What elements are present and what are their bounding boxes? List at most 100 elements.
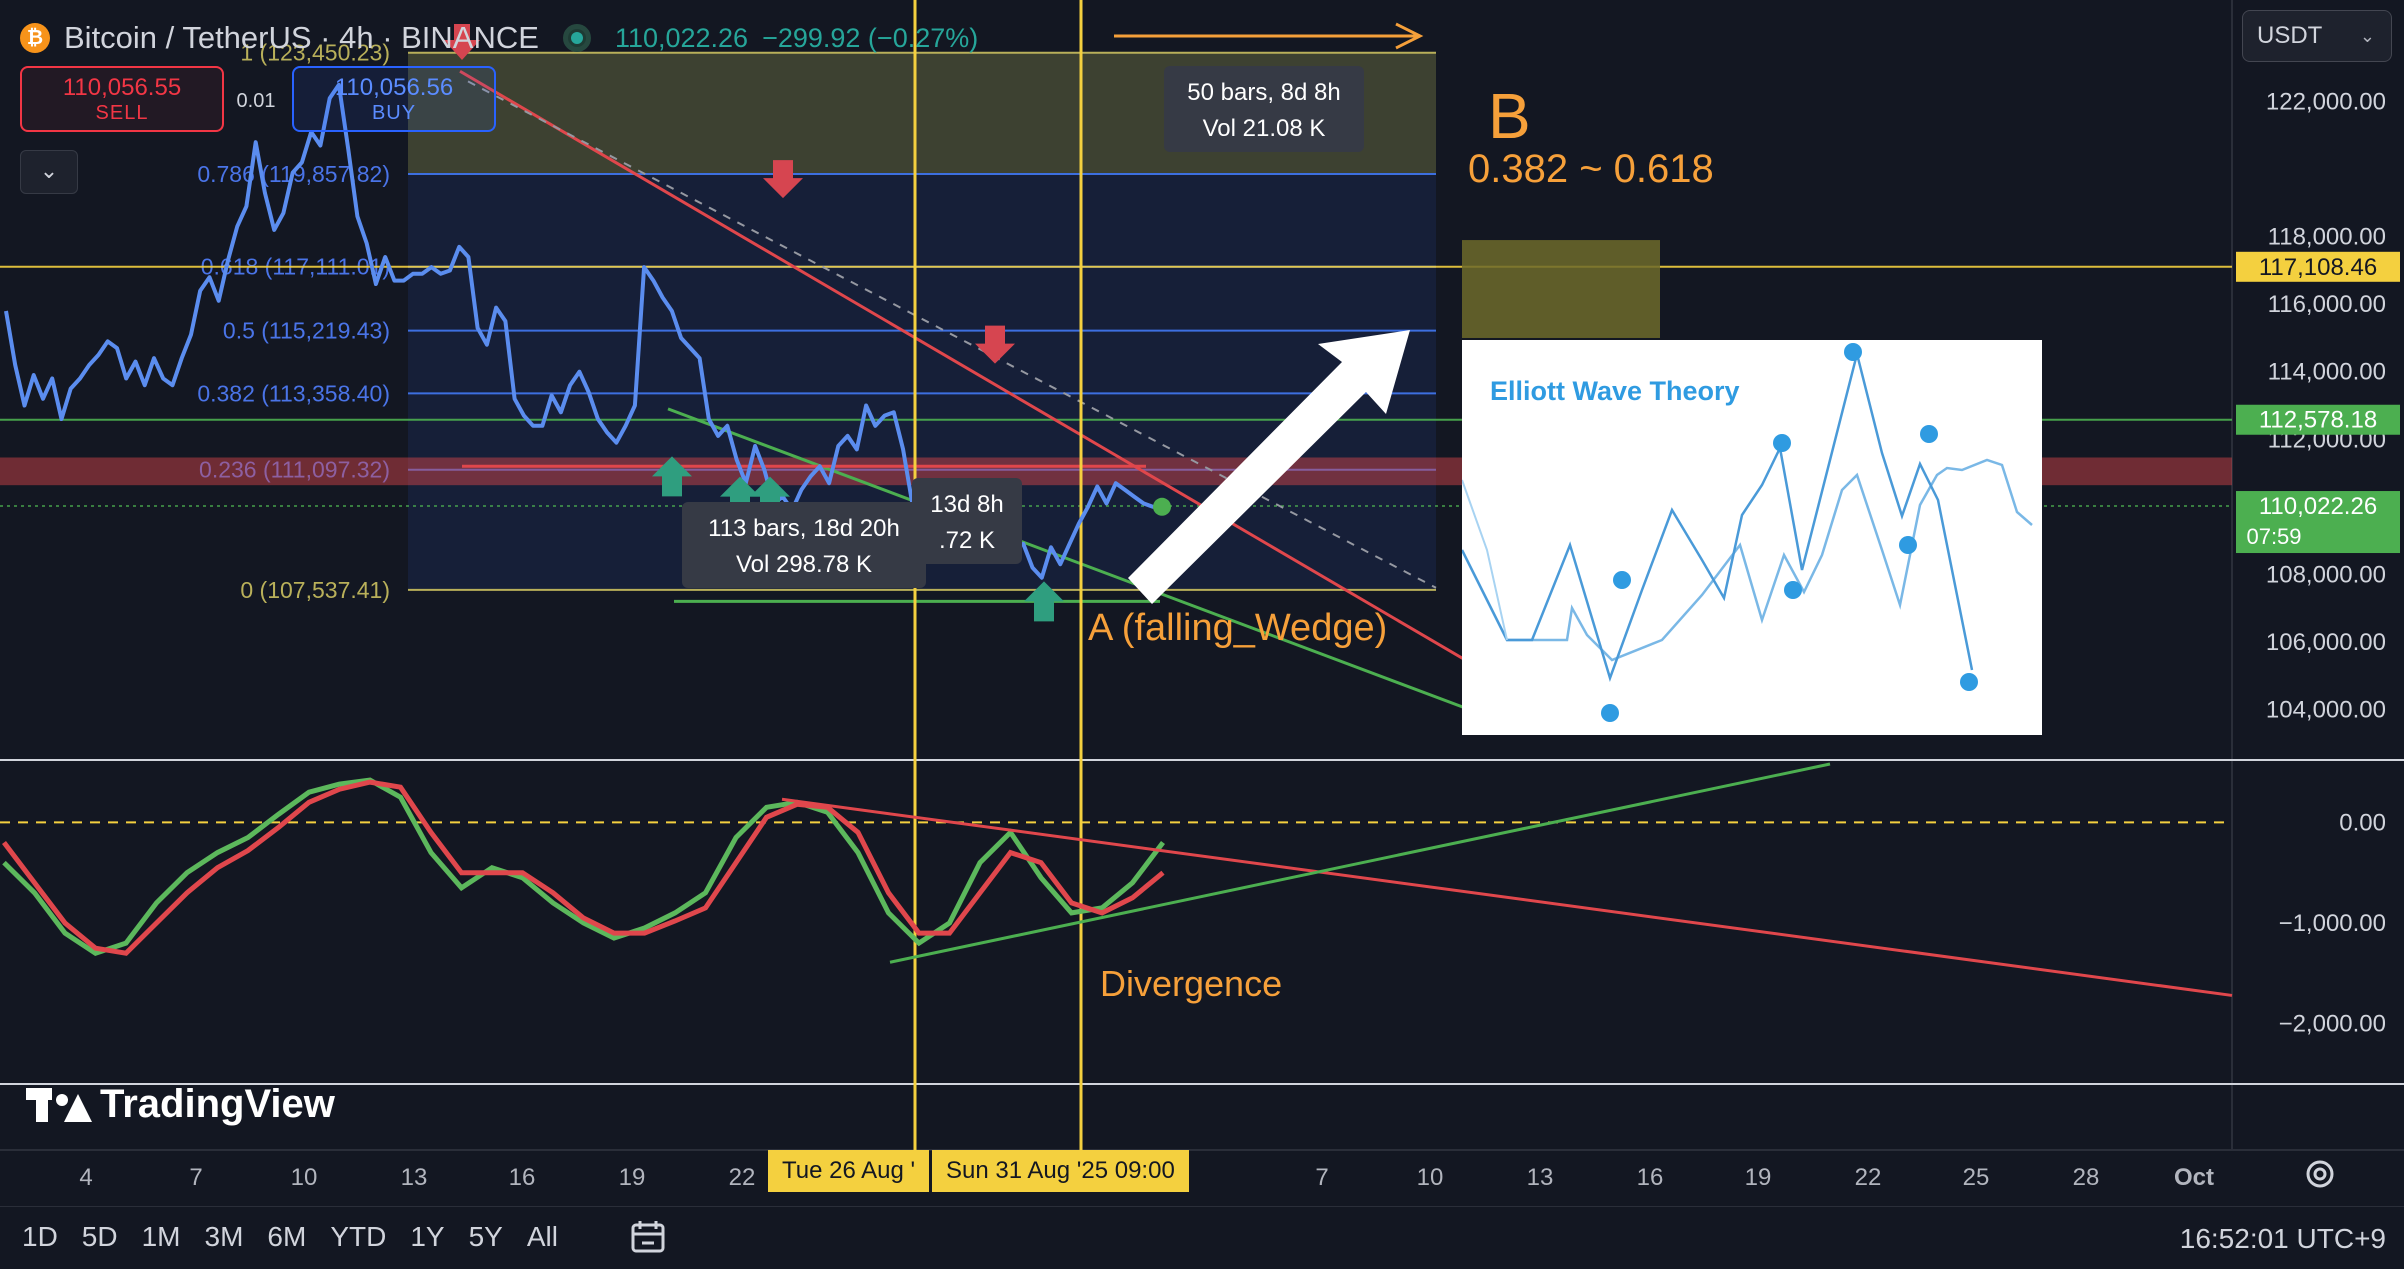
sell-label: SELL [95, 102, 149, 124]
inset-title: Elliott Wave Theory [1490, 376, 1740, 406]
time-tick-label: 19 [619, 1164, 646, 1191]
target-arrow-icon [1128, 330, 1410, 604]
range-selector: 1D 5D 1M 3M 6M YTD 1Y 5Y All [22, 1221, 558, 1253]
time-axis[interactable]: 4 7 10 13 16 19 22 7 10 13 16 19 22 25 28 Oct [79, 1160, 2334, 1191]
time-tick-label: 25 [1963, 1164, 1990, 1191]
bar-countdown: 07:59 [2246, 524, 2301, 549]
calendar-range-icon[interactable] [628, 1217, 668, 1257]
price-tick-label: 108,000.00 [2266, 561, 2386, 588]
time-tick-label: 22 [729, 1164, 756, 1191]
up-arrow-marker-icon [1024, 581, 1064, 622]
time-tick-label: 4 [79, 1164, 92, 1191]
oscillator-series [0, 762, 2233, 997]
ruler-tooltip-2-line: 13d 8h [930, 491, 1003, 518]
ruler-tooltip-2-box [912, 478, 1022, 564]
up-arrow-marker-icon [652, 456, 692, 497]
tradingview-icon [26, 1087, 92, 1122]
buy-button[interactable]: 110,056.56 BUY [292, 66, 496, 132]
crosshair-date-end: Sun 31 Aug '25 09:00 [932, 1150, 1189, 1192]
dashed-trendline [467, 80, 1437, 589]
last-price-dot [1153, 497, 1171, 516]
oscillator-green-line [2, 777, 1165, 956]
price-tick-label: 114,000.00 [2268, 359, 2386, 386]
range-1m[interactable]: 1M [141, 1221, 181, 1252]
symbol-header: ₿ Bitcoin / TetherUS · 4h · BINANCE 110,… [20, 10, 978, 66]
fib-label-0.382: 0.382 (113,358.40) [197, 380, 390, 406]
ruler-tooltip-3-line: Vol 21.08 K [1203, 115, 1326, 142]
oscillator-red-line [2, 779, 1165, 956]
price-tag [2236, 251, 2400, 282]
price-axis[interactable]: 104,000.00106,000.00108,000.00110,000.00… [2236, 89, 2400, 1038]
spread-value: 0.01 [236, 90, 276, 112]
sell-price: 110,056.55 [62, 74, 182, 101]
range-all[interactable]: All [526, 1221, 558, 1252]
price-tick-label: 122,000.00 [2266, 89, 2386, 116]
time-tick-label: 7 [189, 1164, 202, 1191]
time-tick-label: 19 [1745, 1164, 1772, 1191]
ruler-tooltip-1-line: 113 bars, 18d 20h [708, 515, 900, 542]
oscillator-tick-label: −1,000.00 [2279, 910, 2386, 937]
range-5d[interactable]: 5D [81, 1221, 118, 1252]
crosshair-date-start: Tue 26 Aug ' [768, 1150, 930, 1192]
sell-button[interactable]: 110,056.55 SELL [20, 66, 224, 132]
price-change: −299.92 (−0.27%) [762, 22, 979, 53]
currency-value: USDT [2257, 22, 2323, 49]
symbol-title[interactable]: Bitcoin / TetherUS · 4h · BINANCE [64, 20, 539, 55]
range-ytd[interactable]: YTD [330, 1221, 387, 1252]
range-1y[interactable]: 1Y [410, 1221, 445, 1252]
range-5y[interactable]: 5Y [468, 1221, 503, 1252]
ruler-tooltip-1-box [682, 502, 926, 588]
price-tag-label: 110,022.26 [2259, 493, 2377, 520]
collapse-toggle-button[interactable]: ⌄ [20, 150, 78, 194]
oscillator-support-line [889, 762, 1831, 964]
time-tick-label: 28 [2073, 1164, 2100, 1191]
target-zone-b [1462, 240, 1660, 338]
fib-label-0: 0 (107,537.41) [240, 577, 390, 603]
price-tag-label: 112,578.18 [2259, 407, 2377, 434]
range-6m[interactable]: 6M [267, 1221, 307, 1252]
ruler-tooltip-3-line: 50 bars, 8d 8h [1187, 79, 1340, 106]
wedge-label: A (falling_Wedge) [1088, 607, 1387, 649]
projection-arrow-head [1395, 22, 1424, 50]
price-tick-label: 104,000.00 [2266, 696, 2386, 723]
range-1d[interactable]: 1D [22, 1221, 58, 1252]
market-open-icon [562, 24, 591, 52]
last-price: 110,022.26 [614, 22, 749, 53]
wave-b-label: B [1488, 80, 1531, 152]
tradingview-logo[interactable]: TradingView [26, 1082, 335, 1127]
oscillator-tick-label: −2,000.00 [2279, 1011, 2386, 1038]
oscillator-tick-label: 0.00 [2339, 809, 2386, 836]
time-tick-label: 16 [1637, 1164, 1664, 1191]
elliott-wave-diagram [1462, 343, 2033, 722]
descending-trendline [459, 69, 1591, 735]
time-tick-label: 7 [1315, 1164, 1328, 1191]
price-tick-label: 116,000.00 [2268, 291, 2386, 318]
time-tick-label: 13 [1527, 1164, 1554, 1191]
currency-select[interactable]: USDT ⌄ [2242, 10, 2392, 62]
divergence-label: Divergence [1100, 963, 1282, 1004]
fib-label-1: 1 (123,450.23) [240, 40, 390, 66]
wave-b-range: 0.382 ~ 0.618 [1468, 147, 1714, 191]
buy-label: BUY [371, 102, 417, 124]
range-3m[interactable]: 3M [204, 1221, 244, 1252]
price-tag [2236, 491, 2400, 554]
price-tick-label: 106,000.00 [2266, 629, 2386, 656]
time-tick-label: 13 [401, 1164, 428, 1191]
clock-readout[interactable]: 16:52:01 UTC+9 [2179, 1223, 2386, 1254]
price-tag-label: 117,108.46 [2259, 254, 2377, 281]
wedge-lower-line [667, 407, 1515, 728]
bitcoin-icon: ₿ [20, 23, 50, 53]
axis-area [2232, 0, 2404, 1206]
ruler-tooltip-3-box [1164, 66, 1364, 152]
elliott-wave-image: Elliott Wave Theory [1462, 340, 2042, 735]
fib-label-0.236: 0.236 (111,097.32) [199, 457, 390, 483]
time-tick-label: Oct [2174, 1164, 2214, 1191]
time-tick-label: 10 [1417, 1164, 1444, 1191]
down-arrow-marker-icon [444, 24, 480, 60]
ruler-tooltip-1-line: Vol 298.78 K [736, 551, 872, 578]
down-arrow-marker-icon [763, 160, 803, 199]
bottom-toolbar: 1D 5D 1M 3M 6M YTD 1Y 5Y All 16:52:01 UT… [0, 1206, 2404, 1269]
chevron-down-icon: ⌄ [2359, 26, 2375, 46]
gear-icon[interactable] [2306, 1160, 2334, 1188]
